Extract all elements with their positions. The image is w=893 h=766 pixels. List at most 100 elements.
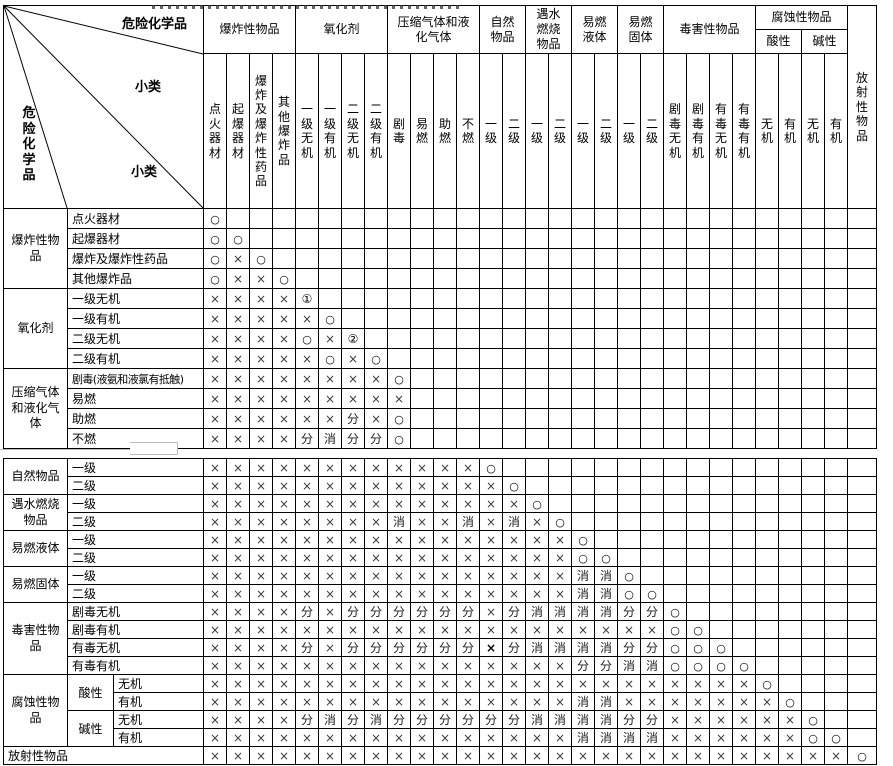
symbol-x: ×	[278, 568, 290, 583]
matrix-cell: ×	[755, 746, 779, 765]
matrix-cell	[732, 602, 756, 621]
symbol-circle: ○	[509, 479, 519, 493]
matrix-cell: ×	[226, 584, 250, 603]
matrix-cell	[410, 248, 434, 269]
matrix-cell: ○	[709, 638, 733, 657]
matrix-cell: ×	[295, 530, 319, 549]
matrix-cell: ×	[341, 584, 365, 603]
matrix-cell	[525, 388, 549, 409]
matrix-cell: ×	[456, 584, 480, 603]
matrix-cell	[433, 408, 457, 429]
matrix-cell	[502, 208, 526, 229]
symbol-circle: ○	[808, 731, 818, 745]
matrix-cell: ×	[295, 584, 319, 603]
matrix-cell	[755, 638, 779, 657]
matrix-cell	[410, 268, 434, 289]
matrix-cell: ×	[295, 566, 319, 585]
table-row: 腐蚀性物品 酸性 无机 × × × × × × × × × × × × × × × × × × × × × × × × ○	[3, 674, 877, 747]
matrix-cell	[617, 288, 641, 309]
symbol-fen: 分	[346, 412, 359, 426]
symbol-x: ×	[531, 694, 543, 709]
matrix-cell: ×	[456, 530, 480, 549]
matrix-cell: ×	[364, 620, 388, 639]
matrix-cell	[364, 308, 388, 329]
symbol-x: ×	[370, 532, 382, 547]
symbol-x: ×	[324, 478, 336, 493]
matrix-cell: ×	[663, 674, 687, 693]
symbol-x: ×	[255, 496, 267, 511]
symbol-x: ×	[370, 694, 382, 709]
matrix-cell	[594, 458, 618, 477]
matrix-cell	[755, 228, 779, 249]
symbol-x: ×	[324, 371, 336, 386]
matrix-cell: 分	[364, 638, 388, 657]
matrix-cell	[778, 602, 802, 621]
matrix-cell	[801, 566, 825, 585]
matrix-cell	[594, 328, 618, 349]
matrix-cell: ○	[755, 674, 779, 693]
symbol-x: ×	[232, 431, 244, 446]
symbol-x: ×	[669, 712, 681, 727]
col-subgroup-酸性: 酸性	[755, 29, 802, 55]
matrix-cell	[410, 428, 434, 449]
symbol-x: ×	[209, 622, 221, 637]
matrix-cell: ×	[226, 674, 250, 693]
matrix-cell	[801, 428, 825, 449]
col-subgroup-碱性: 碱性	[801, 29, 848, 55]
matrix-cell	[479, 328, 503, 349]
symbol-x: ×	[232, 568, 244, 583]
matrix-cell	[433, 268, 457, 289]
symbol-x: ×	[255, 712, 267, 727]
matrix-cell: 分	[341, 408, 365, 429]
symbol-xiao: 消	[622, 731, 635, 745]
matrix-cell	[663, 348, 687, 369]
matrix-cell: ×	[387, 746, 411, 765]
matrix-cell	[617, 268, 641, 289]
matrix-cell: ×	[548, 530, 572, 549]
matrix-cell	[847, 710, 877, 729]
row-label: 点火器材	[67, 208, 204, 229]
matrix-cell	[824, 494, 848, 513]
matrix-cell	[801, 248, 825, 269]
matrix-cell: ×	[272, 674, 296, 693]
matrix-cell	[709, 494, 733, 513]
matrix-cell: 消	[617, 728, 641, 747]
matrix-cell	[824, 692, 848, 711]
symbol-x: ×	[646, 622, 658, 637]
symbol-xiao: 消	[599, 713, 612, 727]
matrix-cell: ×	[617, 620, 641, 639]
symbol-x: ×	[485, 478, 497, 493]
matrix-cell: ×	[433, 476, 457, 495]
symbol-fen: 分	[415, 713, 428, 727]
matrix-cell: ×	[525, 548, 549, 567]
symbol-x: ×	[439, 658, 451, 673]
matrix-cell: ×	[226, 656, 250, 675]
matrix-cell: ×	[226, 328, 250, 349]
symbol-x: ×	[255, 431, 267, 446]
symbol-x: ×	[508, 550, 520, 565]
matrix-cell	[318, 268, 342, 289]
table-split-artifact	[130, 442, 178, 455]
col-group-6: 易燃固体	[617, 4, 664, 55]
matrix-cell	[686, 476, 710, 495]
matrix-cell	[778, 368, 802, 389]
symbol-x: ×	[715, 694, 727, 709]
table-row: 有机 × × × × × × × × × × × × × × × × 消消 × × × × × × × ○	[4, 692, 877, 711]
symbol-x: ×	[485, 496, 497, 511]
symbol-x: ×	[623, 748, 635, 763]
symbol-circle: ○	[302, 332, 312, 346]
row-group-label: 氧化剂	[3, 288, 68, 369]
matrix-cell	[824, 458, 848, 477]
matrix-cell: ○	[226, 228, 250, 249]
matrix-cell: ×	[226, 638, 250, 657]
matrix-cell	[801, 512, 825, 531]
symbol-x: ×	[232, 730, 244, 745]
matrix-cell: ○	[663, 656, 687, 675]
matrix-cell: ○	[387, 408, 411, 429]
matrix-cell: ×	[295, 308, 319, 329]
matrix-cell	[663, 308, 687, 329]
matrix-cell: ×	[387, 728, 411, 747]
matrix-cell: 消	[571, 602, 595, 621]
matrix-cell: ×	[410, 548, 434, 567]
matrix-cell	[548, 388, 572, 409]
